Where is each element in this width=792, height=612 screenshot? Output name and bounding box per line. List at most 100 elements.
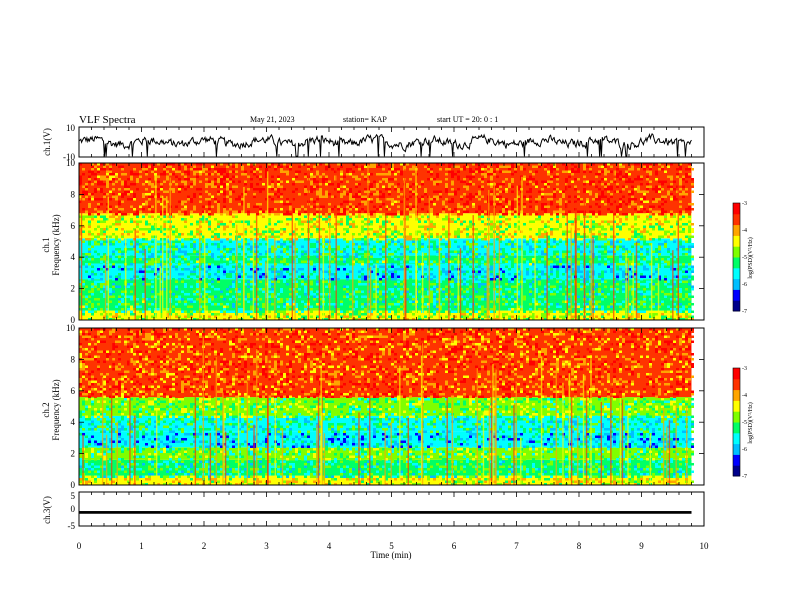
spectrogram-cell — [427, 268, 430, 271]
spectrogram-cell — [145, 205, 148, 208]
spectrogram-cell — [223, 263, 226, 266]
spectrogram-cell — [205, 205, 208, 208]
spectrogram-cell — [682, 215, 685, 218]
spectrogram-cell — [379, 235, 382, 238]
spectrogram-cell — [679, 183, 682, 186]
spectrogram-cell — [685, 173, 688, 176]
spectrogram-cell — [481, 258, 484, 261]
spectrogram-cell — [637, 260, 640, 263]
spectrogram-cell — [535, 198, 538, 201]
spectrogram-cell — [109, 225, 112, 228]
spectrogram-cell — [235, 168, 238, 171]
spectrogram-cell — [265, 228, 268, 231]
spectrogram-cell — [283, 163, 286, 166]
spectrogram-cell — [595, 245, 598, 248]
spectrogram-cell — [514, 198, 517, 201]
spectrogram-cell — [481, 200, 484, 203]
spectrogram-cell — [214, 243, 217, 246]
spectrogram-cell — [379, 163, 382, 166]
spectrogram-cell — [355, 255, 358, 258]
spectrogram-cell — [292, 190, 295, 193]
spectrogram-cell — [475, 173, 478, 176]
spectrogram-cell — [511, 183, 514, 186]
spectrogram-cell — [211, 253, 214, 256]
spectrogram-cell — [319, 205, 322, 208]
spectrogram-cell — [394, 253, 397, 256]
spectrogram-cell — [400, 225, 403, 228]
spectrogram-cell — [361, 195, 364, 198]
spectrogram-cell — [247, 213, 250, 216]
spectrogram-cell — [124, 173, 127, 176]
spectrogram-cell — [688, 268, 691, 271]
spectrogram-cell — [556, 213, 559, 216]
spectrogram-cell — [331, 180, 334, 183]
spectrogram-cell — [184, 265, 187, 268]
spectrogram-cell — [133, 245, 136, 248]
spectrogram-cell — [691, 235, 694, 238]
spectrogram-cell — [85, 243, 88, 246]
spectrogram-cell — [469, 195, 472, 198]
spectrogram-cell — [616, 208, 619, 211]
spectrogram-cell — [685, 208, 688, 211]
spectrogram-cell — [598, 210, 601, 213]
spectrogram-cell — [643, 268, 646, 271]
spectrogram-cell — [568, 258, 571, 261]
spectrogram-cell — [202, 165, 205, 168]
spectrogram-cell — [652, 200, 655, 203]
spectrogram-cell — [613, 183, 616, 186]
spectrogram-cell — [151, 240, 154, 243]
spectrogram-cell — [313, 175, 316, 178]
spectrogram-cell — [397, 183, 400, 186]
spectrogram-cell — [592, 198, 595, 201]
spectrogram-cell — [439, 168, 442, 171]
spectrogram-cell — [664, 243, 667, 246]
spectrogram-cell — [649, 243, 652, 246]
spectrogram-cell — [556, 200, 559, 203]
spectrogram-cell — [313, 180, 316, 183]
spectrogram-cell — [460, 170, 463, 173]
spectrogram-cell — [340, 253, 343, 256]
spectrogram-cell — [490, 225, 493, 228]
spectrogram-cell — [499, 215, 502, 218]
spectrogram-cell — [583, 168, 586, 171]
spectrogram-cell — [364, 165, 367, 168]
spectrogram-cell — [526, 243, 529, 246]
spectrogram-cell — [94, 190, 97, 193]
spectrogram-cell — [478, 165, 481, 168]
spectrogram-cell — [547, 180, 550, 183]
spectrogram-cell — [637, 228, 640, 231]
spectrogram-cell — [619, 215, 622, 218]
spectrogram-cell — [184, 180, 187, 183]
spectrogram-cell — [559, 263, 562, 266]
spectrogram-cell — [310, 180, 313, 183]
spectrogram-cell — [286, 238, 289, 241]
spectrogram-cell — [316, 255, 319, 258]
spectrogram-cell — [103, 270, 106, 273]
spectrogram-cell — [352, 198, 355, 201]
spectrogram-cell — [562, 243, 565, 246]
spectrogram-cell — [247, 218, 250, 221]
spectrogram-cell — [133, 168, 136, 171]
spectrogram-cell — [547, 225, 550, 228]
spectrogram-cell — [277, 180, 280, 183]
spectrogram-cell — [637, 230, 640, 233]
spectrogram-cell — [484, 220, 487, 223]
spectrogram-cell — [553, 248, 556, 251]
spectrogram-cell — [568, 265, 571, 268]
spectrogram-cell — [550, 213, 553, 216]
spectrogram-cell — [193, 235, 196, 238]
spectrogram-cell — [250, 170, 253, 173]
spectrogram-cell — [610, 220, 613, 223]
spectrogram-cell — [250, 248, 253, 251]
spectrogram-cell — [490, 213, 493, 216]
spectrogram-cell — [250, 178, 253, 181]
spectrogram-cell — [634, 223, 637, 226]
spectrogram-cell — [310, 245, 313, 248]
spectrogram-cell — [262, 178, 265, 181]
spectrogram-cell — [178, 238, 181, 241]
spectrogram-cell — [418, 268, 421, 271]
spectrogram-cell — [460, 213, 463, 216]
spectrogram-cell — [640, 188, 643, 191]
spectrogram-cell — [292, 178, 295, 181]
spectrogram-cell — [577, 193, 580, 196]
